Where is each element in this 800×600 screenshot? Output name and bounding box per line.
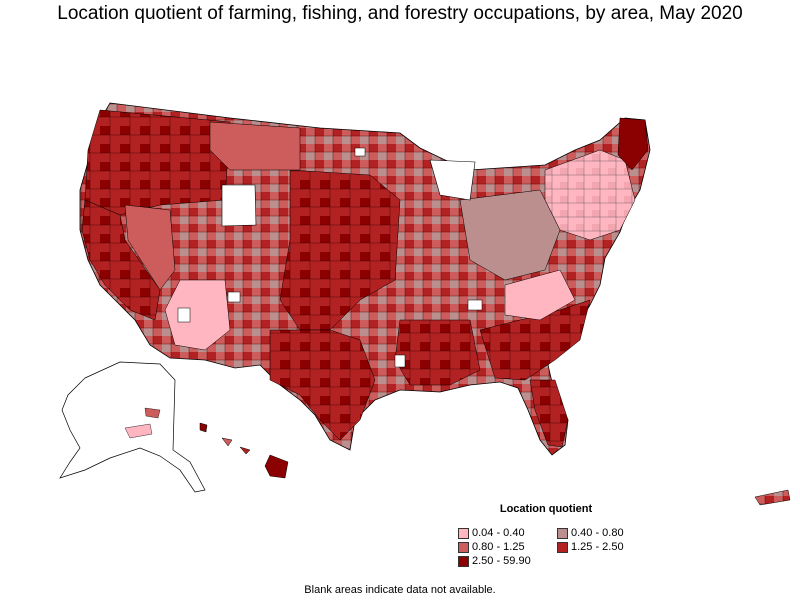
no-data-patch-4 [394,354,406,368]
map-legend: Location quotient 0.04 - 0.40 0.40 - 0.8… [440,503,660,577]
alaska-region-2 [124,423,153,439]
no-data-wyoming [221,184,257,227]
legend-items: 0.04 - 0.40 0.40 - 0.80 0.80 - 1.25 1.25… [440,527,660,577]
legend-item: 0.04 - 0.40 [458,527,525,539]
southwest-light-region [164,279,231,351]
no-data-great-lakes [429,159,476,201]
southeast-region [479,299,591,381]
appalachia-light-region [504,269,576,321]
legend-swatch [557,541,568,553]
legend-item: 1.25 - 2.50 [557,541,624,553]
no-data-patch-3 [467,299,483,311]
legend-title: Location quotient [499,503,593,515]
florida-region [529,379,569,448]
hawaii-islands [199,422,289,479]
alaska-region-1 [144,407,161,419]
no-data-patch-5 [354,147,366,157]
legend-item: 0.40 - 0.80 [557,527,624,539]
footnote: Blank areas indicate data not available. [304,584,496,596]
legend-swatch [458,541,469,553]
great-plains-region [279,169,401,331]
montana-region [209,121,301,171]
texas-region [269,329,376,441]
pacific-northwest-region [84,109,231,216]
midwest-light-region [459,189,561,281]
legend-label: 0.80 - 1.25 [472,541,525,553]
legend-label: 1.25 - 2.50 [571,541,624,553]
legend-swatch [458,527,469,539]
california-region [81,199,161,321]
legend-swatch [458,555,469,567]
legend-label: 0.40 - 0.80 [571,527,624,539]
puerto-rico-shape [754,489,791,506]
no-data-patch-2 [177,307,191,323]
page-title: Location quotient of farming, fishing, a… [57,3,743,24]
delta-region [394,319,481,386]
legend-label: 0.04 - 0.40 [472,527,525,539]
no-data-patch-1 [227,291,241,303]
legend-label: 2.50 - 59.90 [472,555,531,567]
maine-region [617,117,649,171]
legend-item: 2.50 - 59.90 [458,555,531,567]
nevada-region [124,204,176,291]
legend-swatch [557,527,568,539]
legend-item: 0.80 - 1.25 [458,541,525,553]
